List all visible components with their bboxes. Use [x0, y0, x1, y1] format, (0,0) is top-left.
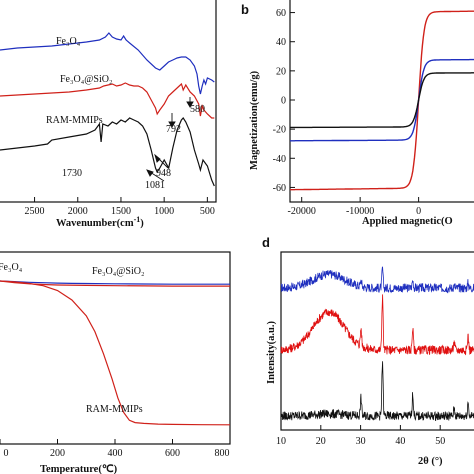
y-tick-label-b: 60	[276, 8, 286, 19]
ftir-series-line	[0, 82, 215, 119]
y-tick-label-b: 40	[276, 37, 286, 48]
panel-c-frame	[0, 251, 231, 445]
label-c-fe3o4-sio2: Fe₃O₄@SiO₂	[92, 266, 144, 277]
label-580: 580	[190, 104, 205, 115]
label-c-fe3o4: Fe₃O₄	[0, 262, 23, 273]
x-axis-label-b: Applied magnetic(O	[362, 216, 453, 227]
hysteresis-loop	[290, 72, 474, 129]
panel-d-plot	[280, 266, 474, 422]
label-fe3o4: Fe₃O₄	[56, 36, 81, 47]
x-tick-label-a: 1500	[111, 206, 131, 217]
y-tick-label-b: 0	[281, 96, 286, 107]
x-tick-label-a: 500	[200, 206, 215, 217]
x-tick-label-b: -10000	[346, 206, 374, 217]
x-tick-label-a: 1000	[154, 206, 174, 217]
y-tick-label-b: -60	[273, 183, 286, 194]
x-tick-label-a: 2000	[68, 206, 88, 217]
x-tick-label-c: 200	[50, 448, 65, 459]
x-axis-a: 2500 2000 1500 1000 500	[25, 197, 215, 217]
panel-c-plot	[0, 280, 231, 426]
panel-b-plot	[290, 10, 474, 191]
panel-a-frame	[0, 0, 217, 203]
x-axis-label-a: Wavenumber(cm-1)	[56, 215, 144, 229]
y-axis-label-d: Intensity(a.u.)	[266, 320, 277, 384]
x-axis-d: 10 20 30 40 50	[276, 425, 445, 447]
x-tick-label-c: 400	[108, 448, 123, 459]
x-tick-label-b: -20000	[288, 206, 316, 217]
label-ram-mmips: RAM-MMIPs	[46, 115, 103, 126]
x-tick-label-c: 600	[165, 448, 180, 459]
x-tick-label-d: 50	[435, 436, 445, 447]
x-tick-label-d: 30	[356, 436, 366, 447]
label-792: 792	[166, 124, 181, 135]
arrows-panel-a	[146, 97, 194, 182]
panel-d-frame	[280, 251, 474, 431]
ftir-series-line	[0, 117, 215, 187]
x-tick-label-d: 20	[316, 436, 326, 447]
xrd-pattern	[280, 361, 474, 422]
xrd-pattern	[280, 294, 474, 356]
panel-a-plot	[0, 32, 215, 187]
tga-series-line	[0, 280, 230, 285]
x-tick-label-a: 2500	[25, 206, 45, 217]
x-tick-label-c: 0	[4, 448, 9, 459]
y-tick-label-b: -20	[273, 125, 286, 136]
tga-series-line	[0, 280, 231, 426]
label-948: 948	[156, 168, 171, 179]
y-axis-label-b: Magnetization(emu/g)	[249, 70, 260, 170]
hysteresis-loop	[290, 10, 474, 191]
hysteresis-loop	[290, 58, 474, 142]
x-axis-label-c: Temperature(℃)	[40, 463, 118, 474]
x-tick-label-d: 40	[395, 436, 405, 447]
x-tick-label-d: 10	[276, 436, 286, 447]
x-tick-label-b: 0	[416, 206, 421, 217]
label-fe3o4-sio2: Fe₃O₄@SiO₂	[60, 74, 112, 85]
x-axis-label-d: 2θ (°)	[418, 456, 443, 467]
panel-b-frame	[289, 0, 474, 203]
y-tick-label-b: -40	[273, 154, 286, 165]
x-tick-label-c: 800	[215, 448, 230, 459]
panel-label-d: d	[262, 235, 270, 250]
ftir-series-line	[0, 32, 215, 95]
xrd-pattern	[280, 266, 474, 294]
label-1730: 1730	[62, 168, 82, 179]
axes-b: -60 -40 -20 0 20 40 60 -20000 -10000 0	[273, 8, 421, 217]
label-c-ram-mmips: RAM-MMIPs	[86, 404, 143, 415]
label-1081: 1081	[145, 180, 165, 191]
panel-label-b: b	[241, 2, 249, 17]
x-axis-c: 0 200 400 600 800	[0, 439, 231, 459]
y-tick-label-b: 20	[276, 66, 286, 77]
